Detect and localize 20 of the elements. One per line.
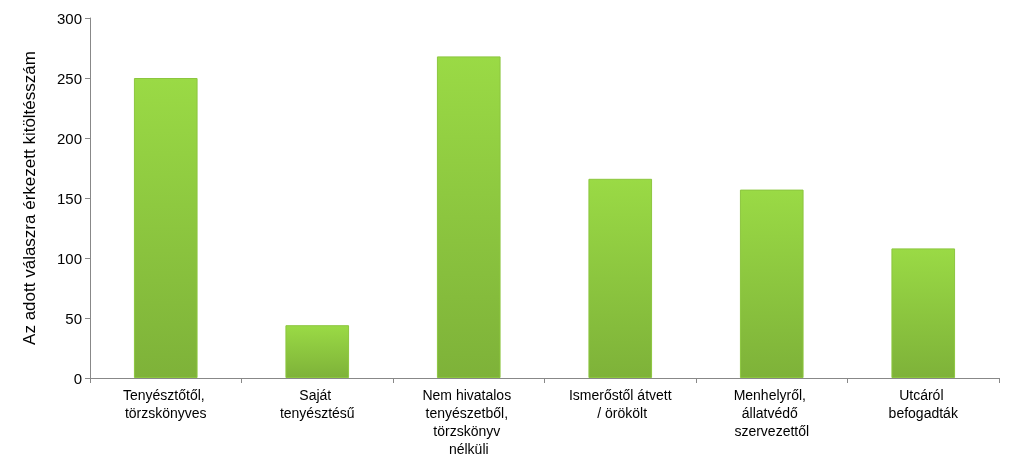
y-tick-label: 300 [56,9,82,27]
x-tick-label: Menhelyről, állatvédő szervezettől [733,387,810,439]
y-tick-label: 0 [73,369,82,387]
y-tick-label: 150 [56,189,82,207]
y-tick-label: 200 [56,129,82,147]
x-tick-label: Ismerőstől átvett / örökölt [568,387,672,421]
y-tick-label: 250 [56,69,82,87]
bar [739,189,804,378]
bar [285,325,350,378]
y-axis-title: Az adott válaszra érkezett kitöltésszám [20,51,39,345]
bar [436,56,501,378]
y-tick-label: 100 [56,249,82,267]
bar [588,178,653,378]
x-tick-label: Utcáról befogadták [888,387,959,421]
y-tick-label: 50 [65,309,82,327]
bar [891,248,956,378]
bar [133,78,198,378]
x-tick-label: Saját tenyésztésű [279,387,355,421]
x-tick-label: Tenyésztőtől, törzskönyves [122,387,209,421]
x-tick-label: Nem hivatalos tenyészetből, törzskönyv nélküli [422,387,516,457]
